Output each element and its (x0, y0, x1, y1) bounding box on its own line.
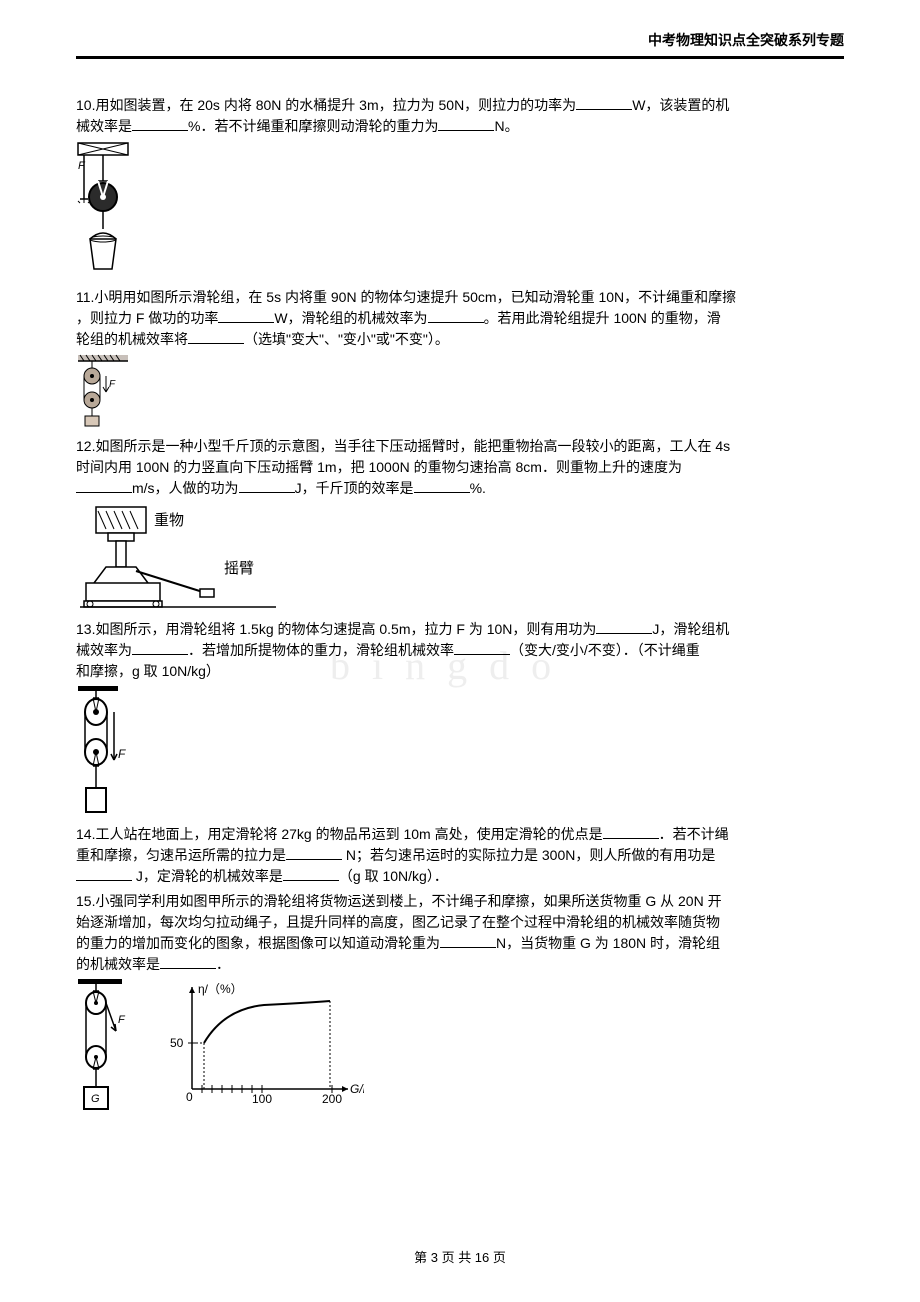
svg-text:200: 200 (322, 1092, 342, 1106)
text: m/s，人做的功为 (132, 480, 239, 496)
problem-14: 14.工人站在地面上，用定滑轮将 27kg 的物品吊运到 10m 高处，使用定滑… (76, 824, 844, 887)
figure-10: F (76, 141, 844, 281)
text: 轮组的机械效率将 (76, 331, 188, 347)
text: %．若不计绳重和摩擦则动滑轮的重力为 (188, 118, 438, 134)
problem-text: 12.如图所示是一种小型千斤顶的示意图，当手往下压动摇臂时，能把重物抬高一段较小… (76, 436, 844, 457)
blank (76, 479, 132, 493)
figure-12: 重物 摇臂 (76, 503, 844, 613)
svg-text:50: 50 (170, 1036, 184, 1050)
text: N，当货物重 G 为 180N 时，滑轮组 (496, 935, 720, 951)
problem-text: 的重力的增加而变化的图象，根据图像可以知道动滑轮重为 N，当货物重 G 为 180… (76, 933, 844, 954)
text: ．若不计绳 (659, 826, 729, 842)
blank (283, 867, 339, 881)
page-header: 中考物理知识点全突破系列专题 (76, 30, 844, 54)
blank (132, 117, 188, 131)
blank (603, 825, 659, 839)
text: J，千斤顶的效率是 (295, 480, 414, 496)
problem-text: 时间内用 100N 的力竖直向下压动摇臂 1m，把 1000N 的重物匀速抬高 … (76, 457, 844, 478)
text: 11.小明用如图所示滑轮组，在 5s 内将重 90N 的物体匀速提升 50cm，… (76, 289, 736, 305)
problem-13: 13.如图所示，用滑轮组将 1.5kg 的物体匀速提高 0.5m，拉力 F 为 … (76, 619, 844, 682)
blank (239, 479, 295, 493)
problem-12: 12.如图所示是一种小型千斤顶的示意图，当手往下压动摇臂时，能把重物抬高一段较小… (76, 436, 844, 499)
problem-text: 11.小明用如图所示滑轮组，在 5s 内将重 90N 的物体匀速提升 50cm，… (76, 287, 844, 308)
problem-10: 10.用如图装置，在 20s 内将 80N 的水桶提升 3m，拉力为 50N，则… (76, 95, 844, 137)
blank (454, 641, 510, 655)
problem-text: 和摩擦，g 取 10N/kg） (76, 661, 844, 682)
blank (76, 867, 132, 881)
text: （选填"变大"、"变小"或"不变"）。 (244, 331, 449, 347)
text: （g 取 10N/kg）． (339, 868, 448, 884)
blank (160, 955, 216, 969)
blank (414, 479, 470, 493)
problem-text: 械效率为 ．若增加所提物体的重力，滑轮组机械效率 （变大/变小/不变）．（不计绳重 (76, 640, 844, 661)
text: 13.如图所示，用滑轮组将 1.5kg 的物体匀速提高 0.5m，拉力 F 为 … (76, 621, 596, 637)
text: N。 (494, 118, 518, 134)
text: 械效率为 (76, 642, 132, 658)
svg-text:F: F (118, 747, 126, 761)
problem-text: 重和摩擦，匀速吊运所需的拉力是 N；若匀速吊运时的实际拉力是 300N，则人所做… (76, 845, 844, 866)
text: W，该装置的机 (632, 97, 729, 113)
problem-text: 14.工人站在地面上，用定滑轮将 27kg 的物品吊运到 10m 高处，使用定滑… (76, 824, 844, 845)
text: ． (216, 956, 230, 972)
problem-text: 始逐渐增加，每次均匀拉动绳子，且提升同样的高度，图乙记录了在整个过程中滑轮组的机… (76, 912, 844, 933)
blank (218, 309, 274, 323)
text: 。若用此滑轮组提升 100N 的重物，滑 (484, 310, 721, 326)
text: 时间内用 100N 的力竖直向下压动摇臂 1m，把 1000N 的重物匀速抬高 … (76, 459, 682, 475)
figure-15: F G η/（%） G/N 50 100 200 0 (76, 979, 844, 1115)
problem-text: ，则拉力 F 做功的功率 W，滑轮组的机械效率为 。若用此滑轮组提升 100N 的重… (76, 308, 844, 329)
text: 10.用如图装置，在 20s 内将 80N 的水桶提升 3m，拉力为 50N，则… (76, 97, 576, 113)
problem-text: 的机械效率是 ． (76, 954, 844, 975)
text: %. (470, 480, 486, 496)
problem-text: 械效率是 %．若不计绳重和摩擦则动滑轮的重力为 N。 (76, 116, 844, 137)
text: ．若增加所提物体的重力，滑轮组机械效率 (188, 642, 454, 658)
blank (188, 330, 244, 344)
blank (428, 309, 484, 323)
svg-text:重物: 重物 (154, 512, 184, 529)
header-rule (76, 56, 844, 59)
text: 12.如图所示是一种小型千斤顶的示意图，当手往下压动摇臂时，能把重物抬高一段较小… (76, 438, 730, 454)
text: J，滑轮组机 (652, 621, 729, 637)
blank (132, 641, 188, 655)
text: 14.工人站在地面上，用定滑轮将 27kg 的物品吊运到 10m 高处，使用定滑… (76, 826, 603, 842)
text: 始逐渐增加，每次均匀拉动绳子，且提升同样的高度，图乙记录了在整个过程中滑轮组的机… (76, 914, 720, 930)
text: （变大/变小/不变）．（不计绳重 (510, 642, 700, 658)
blank (286, 846, 342, 860)
svg-text:F: F (118, 1014, 126, 1026)
pulley-diagram: F G (76, 979, 136, 1115)
svg-text:摇臂: 摇臂 (224, 560, 254, 577)
problem-11: 11.小明用如图所示滑轮组，在 5s 内将重 90N 的物体匀速提升 50cm，… (76, 287, 844, 350)
text: 的重力的增加而变化的图象，根据图像可以知道动滑轮重为 (76, 935, 440, 951)
svg-text:G/N: G/N (350, 1082, 364, 1096)
text: 和摩擦，g 取 10N/kg） (76, 663, 220, 679)
text: 的机械效率是 (76, 956, 160, 972)
svg-text:0: 0 (186, 1090, 193, 1104)
efficiency-chart: η/（%） G/N 50 100 200 0 (164, 979, 364, 1107)
problem-15: 15.小强同学利用如图甲所示的滑轮组将货物运送到楼上，不计绳子和摩擦，如果所送货… (76, 891, 844, 975)
text: 15.小强同学利用如图甲所示的滑轮组将货物运送到楼上，不计绳子和摩擦，如果所送货… (76, 893, 722, 909)
blank (438, 117, 494, 131)
text: N；若匀速吊运时的实际拉力是 300N，则人所做的有用功是 (342, 847, 715, 863)
svg-text:F: F (109, 379, 116, 390)
svg-text:G: G (91, 1093, 100, 1105)
text: W，滑轮组的机械效率为 (274, 310, 427, 326)
blank (440, 934, 496, 948)
page-footer: 第 3 页 共 16 页 (0, 1247, 920, 1266)
problem-text: 轮组的机械效率将 （选填"变大"、"变小"或"不变"）。 (76, 329, 844, 350)
problem-text: 13.如图所示，用滑轮组将 1.5kg 的物体匀速提高 0.5m，拉力 F 为 … (76, 619, 844, 640)
text: J，定滑轮的机械效率是 (132, 868, 283, 884)
svg-text:η/（%）: η/（%） (198, 982, 243, 996)
problem-text: J，定滑轮的机械效率是 （g 取 10N/kg）． (76, 866, 844, 887)
problem-text: 10.用如图装置，在 20s 内将 80N 的水桶提升 3m，拉力为 50N，则… (76, 95, 844, 116)
text: 重和摩擦，匀速吊运所需的拉力是 (76, 847, 286, 863)
text: ，则拉力 F 做功的功率 (76, 310, 218, 326)
blank (596, 620, 652, 634)
text: 械效率是 (76, 118, 132, 134)
problem-text: 15.小强同学利用如图甲所示的滑轮组将货物运送到楼上，不计绳子和摩擦，如果所送货… (76, 891, 844, 912)
svg-text:100: 100 (252, 1092, 272, 1106)
figure-11: F (76, 354, 844, 430)
problem-text: m/s，人做的功为 J，千斤顶的效率是%. (76, 478, 844, 499)
figure-13: F (76, 686, 844, 818)
blank (576, 96, 632, 110)
svg-text:F: F (78, 160, 86, 172)
